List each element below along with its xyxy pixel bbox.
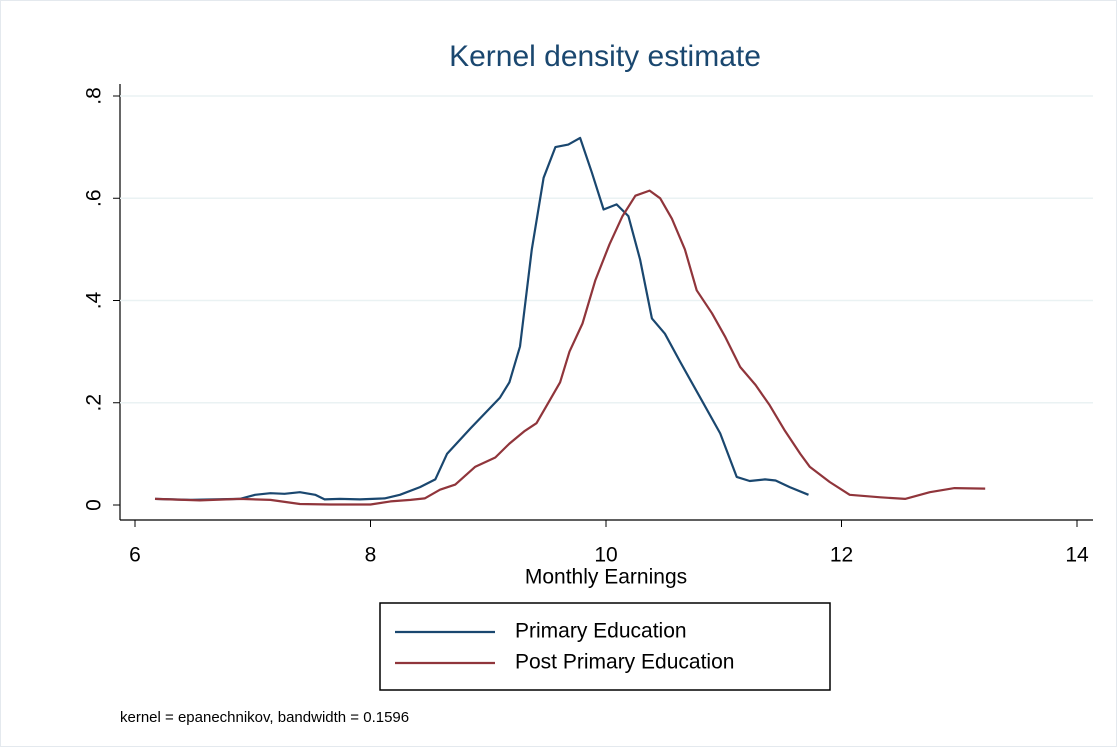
legend-label: Primary Education: [515, 620, 687, 643]
y-tick-label: .8: [83, 87, 106, 105]
legend: [379, 602, 831, 691]
x-tick-label: 12: [830, 544, 853, 567]
x-tick-label: 14: [1065, 544, 1089, 567]
y-tick-label: 0: [83, 499, 106, 511]
y-tick-label: .4: [83, 291, 106, 309]
chart-title: Kernel density estimate: [449, 40, 761, 73]
legend-label: Post Primary Education: [515, 651, 734, 674]
x-tick-label: 6: [129, 544, 141, 567]
y-tick-label: .2: [83, 394, 106, 412]
x-tick-label: 8: [365, 544, 377, 567]
x-axis-label: Monthly Earnings: [525, 566, 687, 589]
density-line: [154, 189, 986, 506]
y-tick-label: .6: [83, 189, 106, 207]
note: kernel = epanechnikov, bandwidth = 0.159…: [120, 709, 409, 726]
density-line: [154, 136, 809, 501]
x-tick-label: 10: [594, 544, 617, 567]
